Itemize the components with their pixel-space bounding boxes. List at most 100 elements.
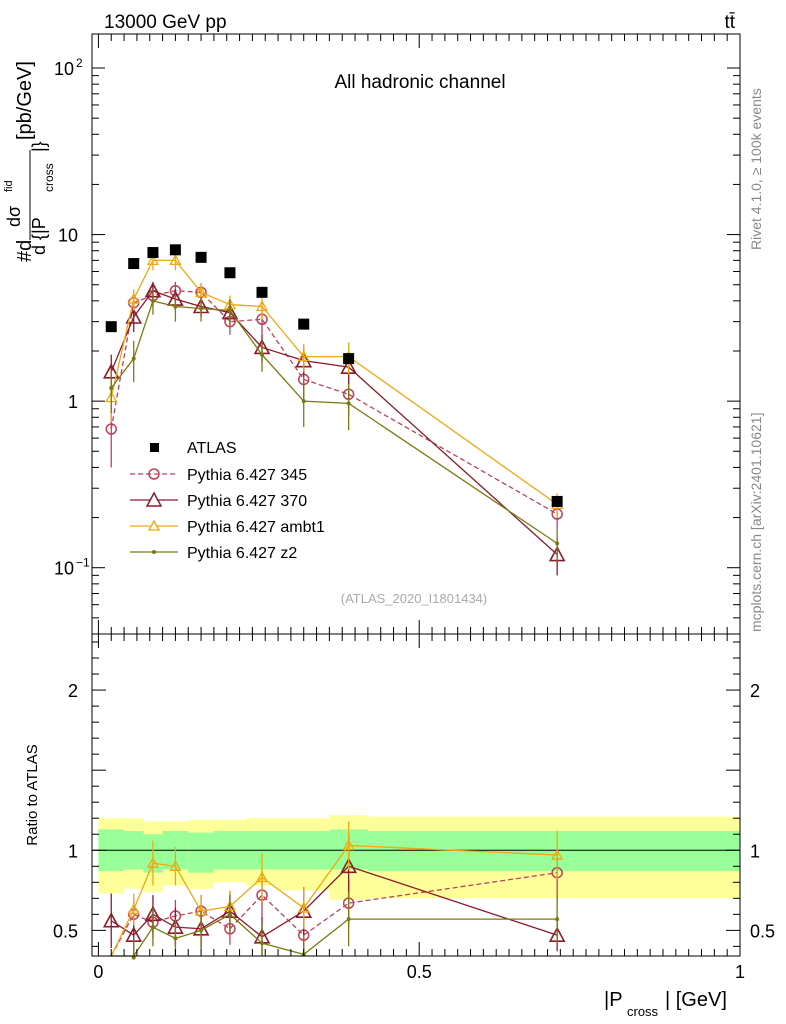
ratio-ytick-label: 0.5	[53, 921, 78, 941]
ratio-point	[346, 917, 351, 922]
main-point	[194, 285, 208, 297]
main-point	[169, 244, 181, 256]
ratio-ytick-label-right: 2	[750, 681, 760, 701]
y-title-numer-sup: fid	[3, 180, 15, 192]
legend-marker-370	[145, 491, 163, 507]
main-point	[255, 300, 269, 312]
ratio-point	[102, 912, 120, 928]
main-point	[301, 399, 306, 404]
legend-entry-ambt1: Pythia 6.427 ambt1	[130, 519, 325, 536]
ratio-panel: 0.5 0.5 1 1 2 2 0 0.5 1 Ratio to ATLAS |P cross…	[24, 633, 775, 1019]
ratio-point	[342, 839, 355, 851]
ratio-uncertainty-bands	[98, 815, 740, 900]
ratio-point	[173, 936, 178, 941]
main-ytick-label: 10	[54, 559, 74, 579]
y-title-prefix: #d	[14, 240, 36, 262]
main-point	[260, 352, 265, 357]
main-series-atlas	[105, 244, 563, 507]
ratio-y-axis-title: Ratio to ATLAS	[24, 744, 41, 845]
legend-marker-atlas	[150, 443, 159, 452]
legend-label-370: Pythia 6.427 370	[187, 493, 307, 510]
y-title-denom-left: d {|P	[29, 217, 49, 255]
ratio-point	[255, 871, 269, 883]
main-line	[110, 259, 558, 505]
ratio-axis-ticks	[92, 634, 741, 956]
main-point	[173, 304, 178, 309]
y-title-numer: dσ	[4, 206, 24, 227]
ratio-line	[111, 913, 558, 957]
mcplots-label: mcplots.cern.ch [arXiv:2401.10621]	[748, 413, 764, 632]
ratio-point	[146, 856, 160, 868]
main-point	[298, 318, 310, 330]
ratio-ytick-label-right: 0.5	[750, 921, 775, 941]
main-point	[297, 350, 310, 362]
ratio-point	[127, 903, 140, 915]
legend-entry-atlas: ATLAS	[150, 440, 237, 457]
main-point	[343, 353, 355, 365]
ratio-point	[555, 917, 560, 922]
ratio-point	[340, 857, 357, 874]
ratio-x-tick-labels: 0 0.5 1	[93, 962, 745, 982]
main-line	[110, 290, 558, 515]
legend-marker-ambt1	[147, 519, 161, 531]
ratio-band-inner	[367, 831, 740, 872]
ratio-line	[110, 865, 558, 938]
main-point	[227, 308, 232, 313]
main-point	[147, 247, 159, 259]
main-point	[150, 298, 155, 303]
main-y-axis-title: #d dσ fid d {|P cross |} [pb/GeV]	[3, 61, 56, 262]
main-point	[105, 423, 117, 435]
main-point	[555, 541, 560, 546]
main-ytick-label: 1	[68, 392, 78, 412]
main-point	[109, 385, 114, 390]
legend-marker-345	[148, 468, 160, 480]
main-series-pythia-6-427-345	[105, 281, 563, 530]
main-line	[110, 300, 558, 544]
main-point	[169, 254, 182, 266]
ratio-ytick-label-right: 1	[750, 841, 760, 861]
main-point	[127, 292, 140, 304]
ratio-point	[297, 901, 310, 913]
main-series	[102, 244, 566, 576]
main-point	[256, 286, 268, 298]
main-point	[551, 495, 563, 507]
legend-label-z2: Pythia 6.427 z2	[187, 545, 297, 562]
ratio-series	[102, 821, 566, 960]
main-frame	[91, 33, 741, 635]
ratio-point	[131, 955, 136, 960]
legend-marker-z2	[152, 550, 156, 554]
ratio-ytick-label: 1	[68, 841, 78, 861]
main-ytick-exp: −1	[76, 556, 90, 570]
legend-label-345: Pythia 6.427 345	[187, 467, 307, 484]
main-ytick-label: 10	[58, 226, 78, 246]
main-point	[224, 267, 236, 279]
ratio-frame	[91, 633, 741, 957]
rivet-label: Rivet 4.1.0, ≥ 100k events	[748, 88, 764, 250]
ratio-line	[110, 844, 558, 957]
ratio-point	[169, 859, 182, 871]
main-point	[195, 251, 207, 263]
ratio-point	[227, 912, 232, 917]
ratio-point	[199, 928, 204, 933]
main-axis-ticks	[92, 34, 741, 635]
main-panel: All hadronic channel (ATLAS_2020_I180143…	[3, 33, 741, 635]
ratio-point	[551, 848, 564, 860]
channel-label: All hadronic channel	[334, 72, 505, 93]
ratio-point	[260, 941, 265, 946]
ratio-y-tick-labels: 0.5 0.5 1 1 2 2	[53, 681, 775, 941]
main-point	[346, 401, 351, 406]
main-series-pythia-6-427-z2	[109, 289, 560, 561]
energy-title: 13000 GeV pp	[104, 12, 227, 33]
ratio-ytick-label: 2	[68, 681, 78, 701]
legend-entry-z2: Pythia 6.427 z2	[130, 545, 297, 562]
main-point	[105, 321, 117, 333]
x-title-right: | [GeV]	[665, 989, 727, 1011]
main-point	[146, 254, 160, 266]
main-point	[128, 258, 140, 270]
x-axis-title: |P cross | [GeV]	[604, 989, 727, 1019]
legend-label-atlas: ATLAS	[187, 440, 237, 457]
ratio-band-inner	[188, 832, 214, 873]
ratio-xtick-label: 0.5	[407, 962, 432, 982]
y-title-denom-right: |}	[29, 141, 49, 152]
